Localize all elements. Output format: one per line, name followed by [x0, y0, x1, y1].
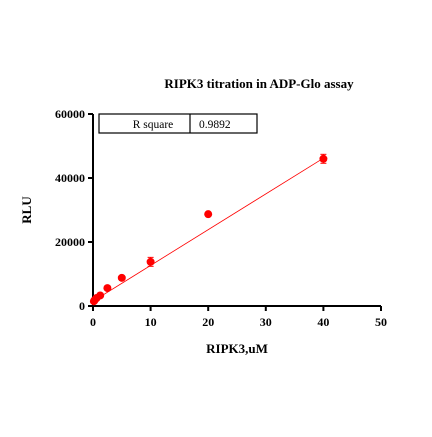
r-square-value: 0.9892 [199, 119, 231, 131]
data-points-layer [89, 153, 328, 306]
data-point [319, 154, 328, 163]
data-point [117, 273, 126, 282]
y-tick-label: 60000 [55, 107, 85, 121]
fit-line [92, 157, 324, 302]
fit-line-layer [92, 157, 324, 302]
x-tick-label: 20 [202, 315, 214, 329]
r-square-label: R square [133, 119, 174, 131]
y-axis-label: RLU [19, 196, 34, 224]
data-point [146, 257, 155, 266]
x-tick-label: 40 [317, 315, 329, 329]
data-point [204, 210, 213, 219]
x-tick-label: 30 [260, 315, 272, 329]
data-point [96, 291, 105, 300]
data-point [103, 284, 112, 293]
y-tick-label: 20000 [55, 235, 85, 249]
x-tick-label: 10 [145, 315, 157, 329]
r-square-table: R square 0.9892 [98, 113, 258, 134]
y-tick-label: 0 [79, 299, 85, 313]
x-tick-label: 0 [90, 315, 96, 329]
r-square-table-border [98, 113, 258, 134]
x-tick-label: 50 [375, 315, 387, 329]
axes: 0 20000 40000 60000 0 10 20 30 40 50 [55, 107, 387, 329]
y-tick-label: 40000 [55, 171, 85, 185]
chart-title: RIPK3 titration in ADP-Glo assay [164, 76, 354, 91]
x-axis-label: RIPK3,uM [206, 341, 268, 356]
